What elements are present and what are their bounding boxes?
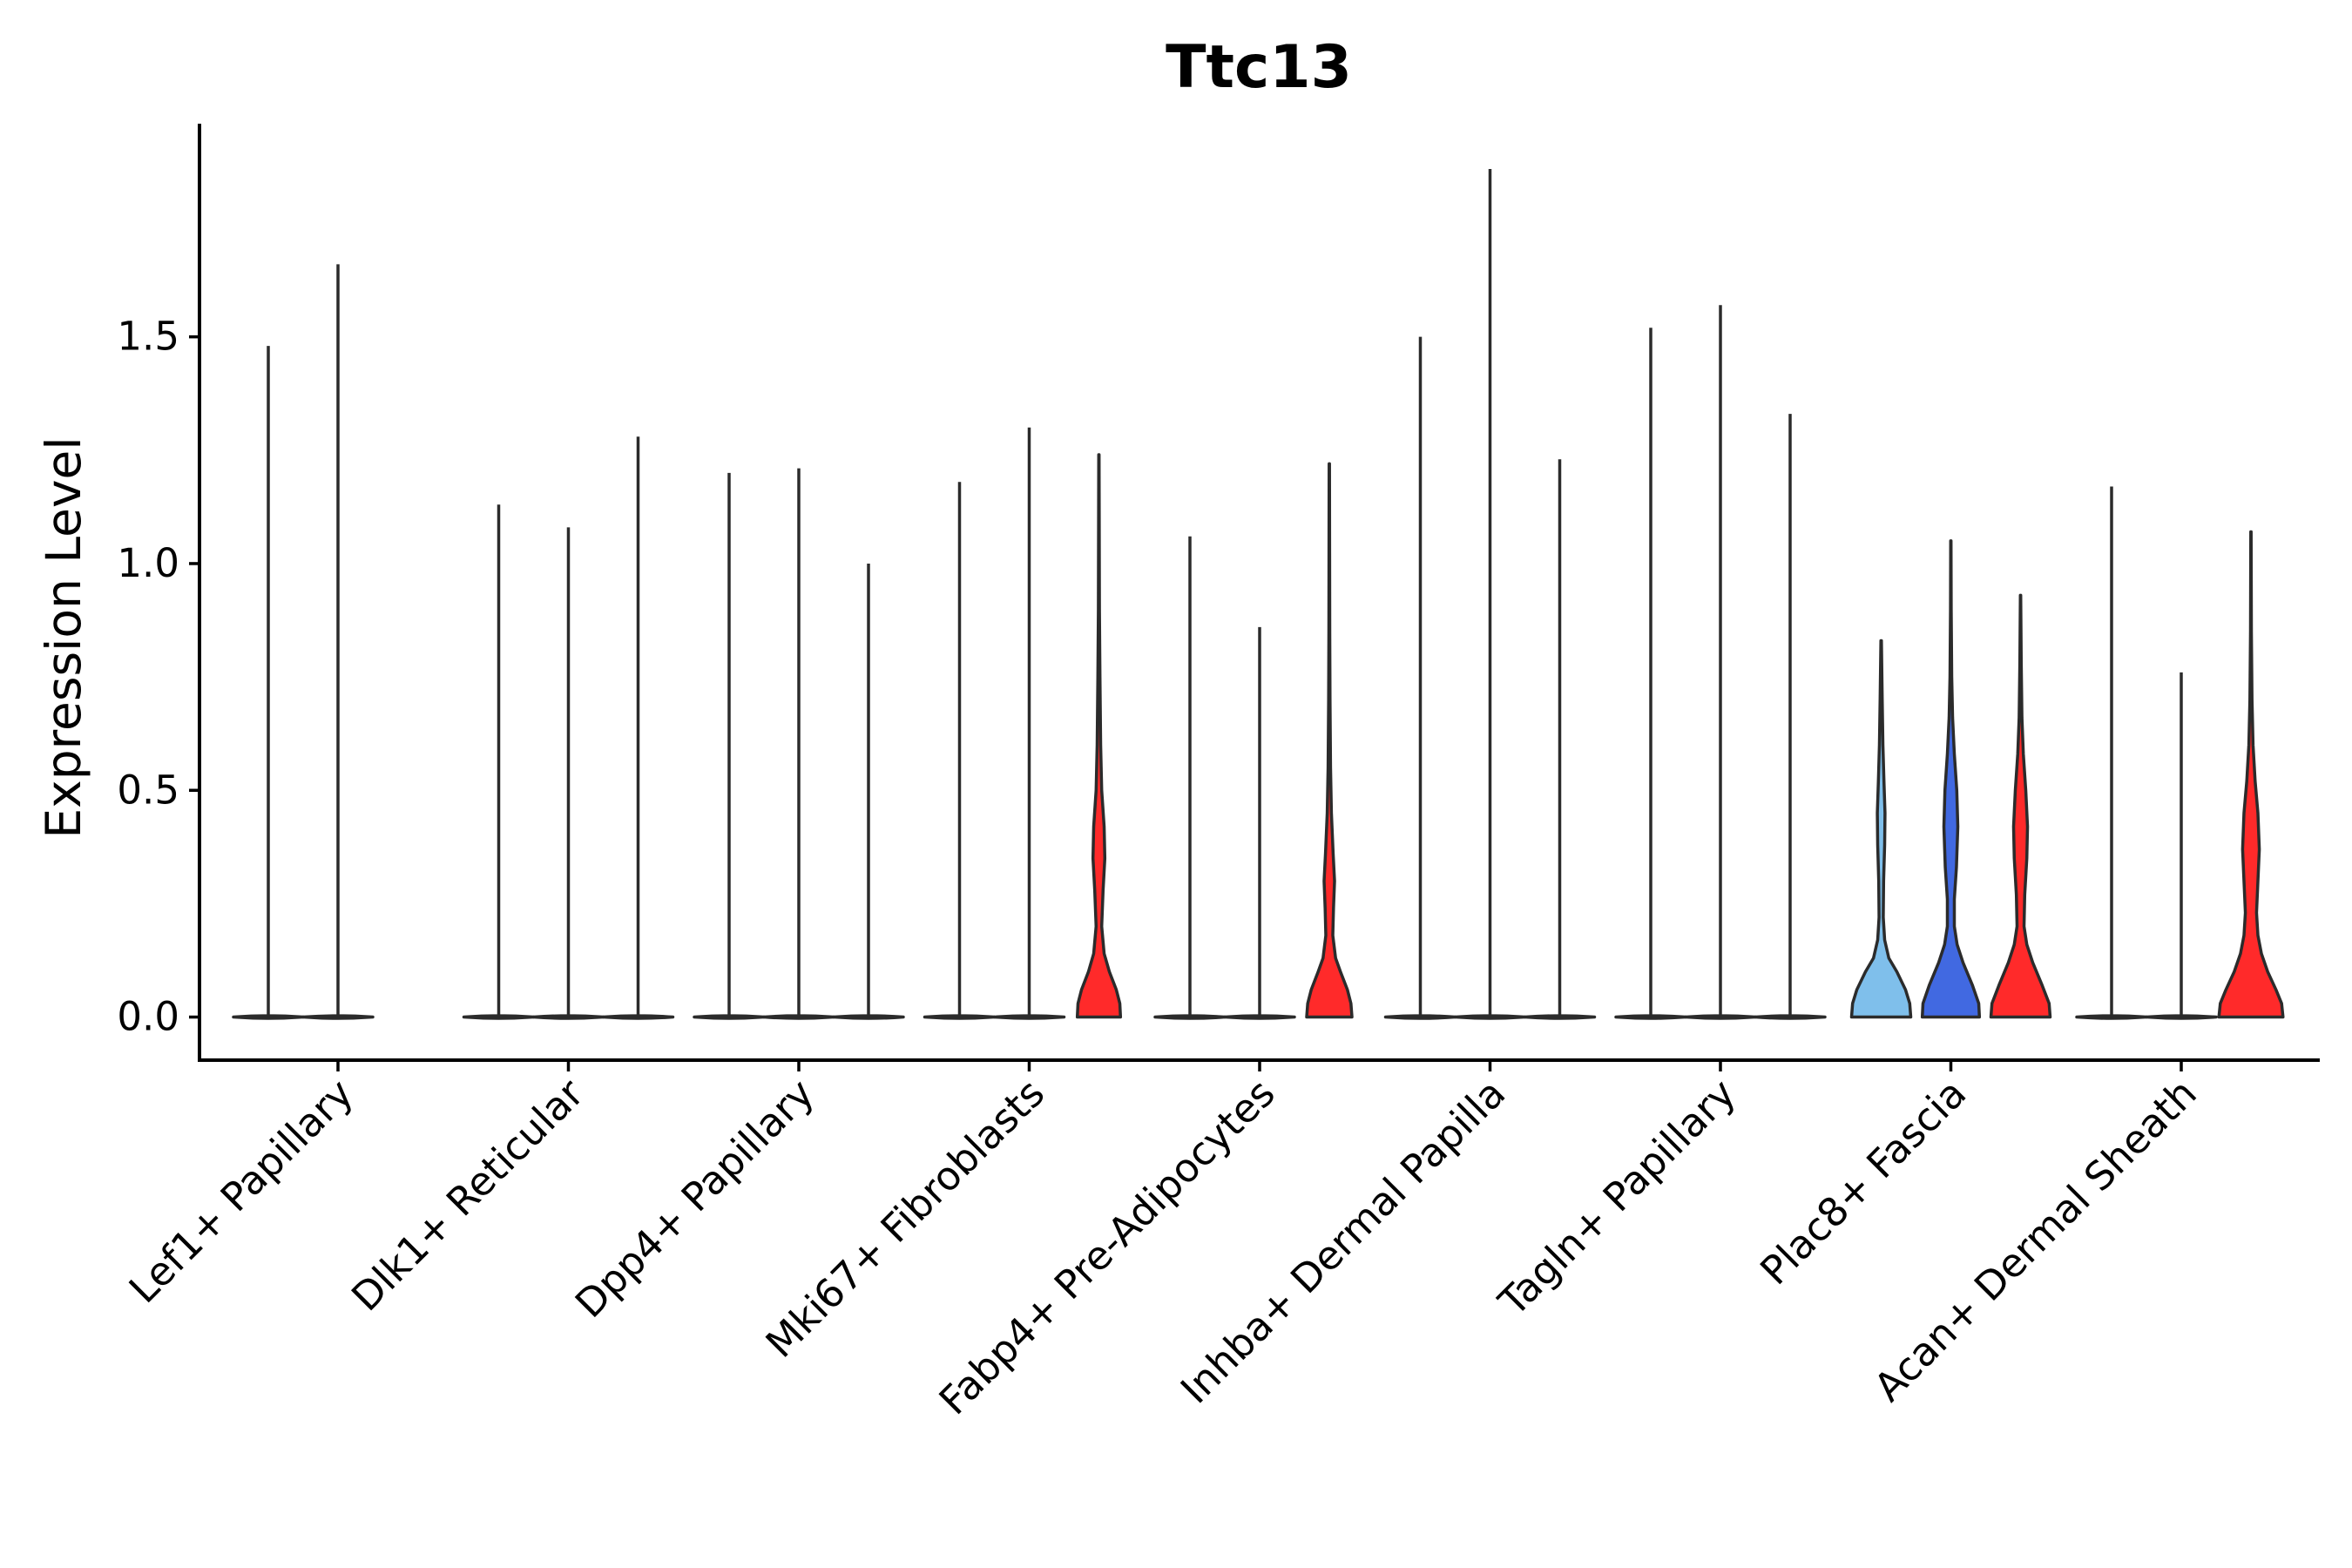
x-tick-label: Lef1+ Papillary xyxy=(120,1070,362,1312)
violin-4-2 xyxy=(992,427,1066,1020)
chart-title: Ttc13 xyxy=(1166,33,1352,102)
violins-layer xyxy=(232,169,2285,1020)
violin-2-1 xyxy=(462,504,536,1020)
y-tick-label: 1.0 xyxy=(117,540,179,586)
violin-8-3 xyxy=(1989,593,2052,1019)
y-tick-label: 0.0 xyxy=(117,994,179,1040)
violin-7-3 xyxy=(1754,414,1827,1020)
violin-4-3 xyxy=(1075,453,1123,1019)
violin-1-1 xyxy=(232,346,305,1020)
violin-6-1 xyxy=(1383,336,1457,1020)
x-tick-label: Dlk1+ Reticular xyxy=(342,1070,592,1320)
violin-2-2 xyxy=(531,527,605,1020)
violin-4-1 xyxy=(923,482,997,1020)
violin-9-2 xyxy=(2145,672,2218,1020)
x-tick-label: Plac8+ Fascia xyxy=(1751,1070,1975,1294)
violin-9-1 xyxy=(2075,486,2148,1020)
y-tick-label: 1.5 xyxy=(117,314,179,360)
violin-3-2 xyxy=(762,468,835,1020)
x-tick-label: Dpp4+ Papillary xyxy=(566,1070,823,1327)
violin-5-1 xyxy=(1153,536,1227,1020)
violin-8-2 xyxy=(1920,539,1982,1019)
violin-7-1 xyxy=(1614,328,1687,1020)
violin-2-3 xyxy=(601,436,675,1020)
violin-5-2 xyxy=(1223,626,1296,1020)
violin-5-3 xyxy=(1305,462,1354,1019)
y-tick-label: 0.5 xyxy=(117,767,179,813)
violin-1-2 xyxy=(301,264,375,1020)
violin-7-2 xyxy=(1684,305,1757,1020)
y-ticks-layer: 0.0 0.5 1.0 1.5 xyxy=(117,314,199,1040)
violin-6-2 xyxy=(1453,169,1527,1020)
x-tick-label: Tagln+ Papillary xyxy=(1490,1070,1745,1325)
violin-9-3 xyxy=(2217,530,2285,1019)
violin-6-3 xyxy=(1523,459,1597,1020)
y-axis-label: Expression Level xyxy=(36,436,91,838)
violin-3-1 xyxy=(693,472,766,1020)
violin-8-1 xyxy=(1849,639,1913,1019)
violin-3-3 xyxy=(832,563,905,1020)
